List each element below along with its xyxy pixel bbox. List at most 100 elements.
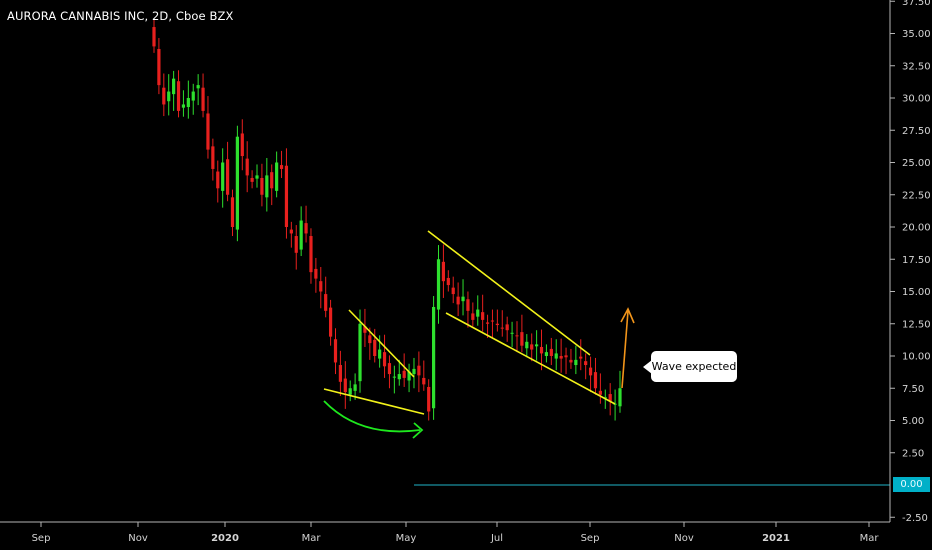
candle-body [167, 91, 171, 102]
y-tick-label: 27.50 [902, 126, 931, 137]
y-tick-label: 35.00 [902, 29, 931, 40]
x-tick-label: Sep [581, 533, 600, 544]
candle-body [275, 162, 279, 191]
candle-body [500, 327, 504, 329]
candle-body [196, 85, 200, 89]
wedge-lower-line [445, 312, 616, 405]
candle-body [353, 384, 357, 391]
candle-body [265, 175, 269, 198]
candle-body [451, 287, 455, 295]
candle-body [216, 171, 220, 189]
candle-body [235, 136, 239, 230]
candle-body [466, 299, 470, 311]
candle-body [392, 376, 396, 378]
candle-body [539, 346, 544, 354]
candle-body [515, 335, 519, 337]
candle-body [505, 324, 509, 331]
candle-body [279, 165, 284, 169]
candle-body [373, 339, 377, 356]
candle-body [230, 197, 235, 227]
candle-body [525, 341, 529, 349]
candle-body [535, 344, 539, 347]
candle-body [422, 377, 426, 385]
candle-body [368, 335, 372, 344]
triangle-upper-line [348, 309, 415, 378]
candle-body [176, 81, 181, 111]
candle-body [378, 349, 382, 359]
candle-body [328, 307, 333, 337]
candle-body [613, 403, 617, 405]
candle-body [348, 388, 352, 395]
candle-body [436, 259, 441, 310]
candle-body [417, 365, 421, 376]
wedge-upper-line [427, 230, 591, 356]
candle-body [608, 394, 612, 402]
candle-body [152, 27, 156, 47]
zero-price-badge: 0.00 [893, 477, 930, 492]
candle-body [314, 268, 318, 279]
y-tick-label: 20.00 [902, 223, 931, 234]
candle-body [427, 386, 431, 412]
y-tick-label: 32.50 [902, 61, 931, 72]
candle-body [186, 98, 190, 108]
candle-body [260, 177, 264, 195]
candle-body [206, 113, 210, 150]
y-tick-label: 10.00 [902, 352, 931, 363]
candle-body [530, 344, 534, 350]
y-tick-label: 2.50 [902, 448, 924, 459]
candle-body [324, 294, 328, 311]
x-tick-label: Mar [860, 533, 880, 544]
y-tick-label: 15.00 [902, 287, 931, 298]
candle-body [544, 352, 549, 356]
candle-body [461, 296, 465, 302]
x-tick-label: Sep [32, 533, 51, 544]
candle-body [225, 159, 230, 195]
candle-body [485, 322, 490, 324]
candle-body [407, 371, 411, 381]
candle-body [490, 320, 495, 322]
candle-body [446, 277, 450, 286]
candle-body [481, 312, 485, 320]
candle-body [397, 374, 401, 380]
candle-body [240, 133, 244, 157]
candle-body [520, 332, 524, 346]
y-tick-label: 5.00 [902, 416, 924, 427]
candle-body [363, 326, 367, 333]
candle-body [172, 78, 176, 95]
y-tick-label: 7.50 [902, 384, 924, 395]
y-tick-label: -2.50 [902, 513, 928, 524]
candle-body [598, 390, 602, 395]
candle-body [554, 353, 558, 359]
x-tick-label: Mar [302, 533, 322, 544]
candle-body [412, 368, 416, 375]
candles-layer [152, 19, 622, 421]
candle-body [564, 355, 568, 358]
candle-body [162, 87, 166, 105]
candle-body [245, 158, 249, 176]
y-tick-label: 25.00 [902, 158, 931, 169]
candle-body [432, 306, 436, 409]
y-tick-label: 17.50 [902, 255, 931, 266]
candle-body [569, 359, 573, 363]
wave-expected-callout: Wave expected [651, 351, 737, 382]
candle-body [250, 177, 254, 182]
candle-body [593, 372, 598, 389]
x-tick-label: Jul [490, 533, 503, 544]
candle-body [221, 162, 225, 191]
candle-body [294, 236, 298, 253]
candle-body [495, 323, 499, 326]
candle-body [338, 365, 342, 382]
curved-arrowhead [412, 422, 424, 439]
candle-body [157, 48, 161, 86]
candle-body [255, 175, 259, 179]
candle-body [579, 356, 583, 359]
y-tick-label: 37.50 [902, 0, 931, 8]
candle-body [284, 165, 289, 227]
y-tick-label: 22.50 [902, 190, 931, 201]
candle-body [270, 172, 274, 189]
candle-body [181, 104, 186, 108]
candle-body [574, 359, 578, 366]
x-tick-label: Nov [674, 533, 694, 544]
candle-body [309, 236, 313, 273]
candle-body [559, 356, 563, 359]
